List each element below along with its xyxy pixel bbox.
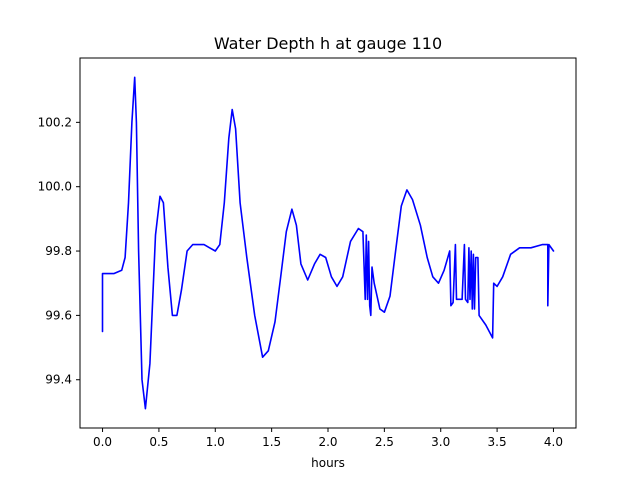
x-tick-label: 0.5 — [149, 435, 168, 449]
x-tick-label: 2.0 — [318, 435, 337, 449]
series-layer — [101, 76, 555, 410]
x-tick-label: 0.0 — [93, 435, 112, 449]
y-axis: 99.4 99.6 99.8 100.0 100.2 — [38, 115, 80, 387]
y-tick-label: 99.6 — [45, 308, 72, 322]
plot-frame — [79, 57, 577, 429]
series-line-0 — [101, 76, 555, 410]
x-tick-label: 2.5 — [375, 435, 394, 449]
x-axis: 0.0 0.5 1.0 1.5 2.0 2.5 3.0 3.5 4.0 — [93, 428, 563, 449]
y-tick-label: 99.8 — [45, 244, 72, 258]
x-tick-label: 3.0 — [431, 435, 450, 449]
chart-title: Water Depth h at gauge 110 — [214, 34, 442, 53]
x-tick-label: 1.5 — [262, 435, 281, 449]
y-tick-label: 99.4 — [45, 373, 72, 387]
x-tick-label: 4.0 — [544, 435, 563, 449]
x-tick-label: 1.0 — [206, 435, 225, 449]
y-tick-label: 100.2 — [38, 115, 72, 129]
plot-area — [80, 58, 576, 428]
x-tick-label: 3.5 — [488, 435, 507, 449]
x-axis-label: hours — [311, 456, 345, 470]
y-tick-label: 100.0 — [38, 180, 72, 194]
